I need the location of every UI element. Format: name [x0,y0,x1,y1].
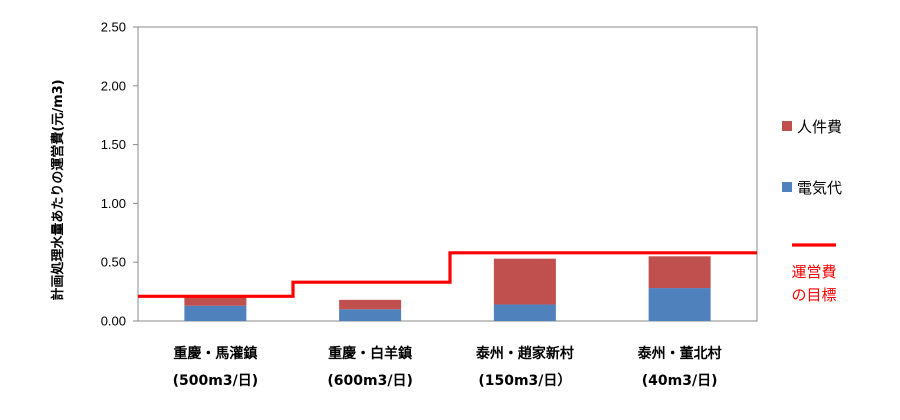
bar-labor [648,256,711,289]
plot-border [137,26,758,322]
bars [184,256,711,321]
y-tick-label: 1.00 [101,196,126,211]
y-tick-label: 0.50 [101,255,126,270]
y-axis-ticks: 0.00 0.50 1.00 1.50 2.00 2.50 [101,20,138,329]
target-line [138,251,757,298]
category-sublabel: (600m3/日) [327,373,412,389]
y-tick-label: 2.00 [101,78,126,93]
legend-label-target-1: 運営費 [791,263,836,281]
bar-electricity [648,288,711,321]
bar-labor [339,299,402,310]
y-tick-label: 1.50 [101,137,126,152]
bar-electricity [339,309,402,321]
y-axis-label: 計画処理水量あたりの運営費(元/m3) [50,79,66,300]
x-axis-categories: 重慶・馬灌鎮 (500m3/日) 重慶・白羊鎮 (600m3/日) 泰州・趙家新村 (15… [173,345,722,389]
bar-labor [184,297,247,306]
legend-swatch-labor [782,121,792,131]
category-sublabel: (500m3/日) [173,373,258,389]
legend-label-electricity: 電気代 [797,179,842,197]
legend-label-labor: 人件費 [797,118,842,136]
legend-swatch-electricity [782,182,792,192]
plot-area [137,26,758,322]
category-label: 重慶・白羊鎮 [328,345,412,362]
bar-electricity [184,305,247,321]
category-label: 泰州・趙家新村 [475,345,574,362]
y-tick-label: 0.00 [101,314,126,329]
category-sublabel: (40m3/日) [642,373,718,389]
legend-label-target-2: の目標 [791,286,836,304]
category-label: 重慶・馬灌鎮 [173,345,257,362]
category-label: 泰州・董北村 [637,345,722,362]
bar-labor [493,258,556,305]
target-step-line [138,251,757,298]
category-sublabel: (150m3/日） [478,373,571,389]
y-tick-label: 2.50 [101,20,126,35]
bar-electricity [493,304,556,321]
